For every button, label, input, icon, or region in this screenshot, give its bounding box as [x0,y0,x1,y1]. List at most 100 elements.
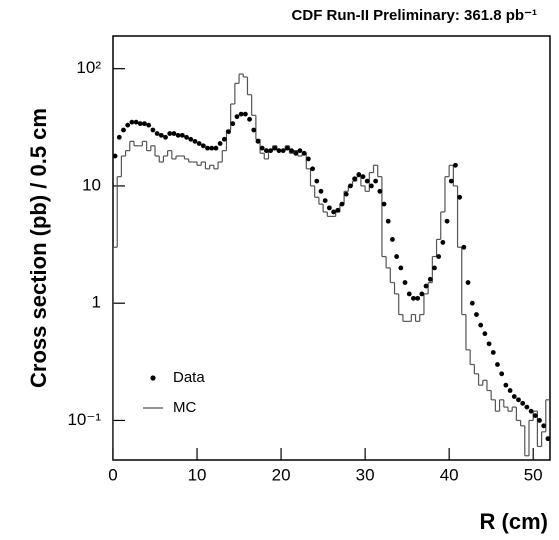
data-point [125,122,131,128]
data-point [113,153,118,159]
data-point [301,150,307,156]
data-point [398,265,404,271]
data-point [541,423,547,429]
data-point [217,141,223,146]
data-point [242,111,248,117]
data-point [221,136,227,142]
y-axis-label: Cross section (pb) / 0.5 cm [26,108,51,388]
x-axis-label: R (cm) [480,509,548,534]
data-point [175,132,181,138]
data-point [402,280,408,285]
data-point [121,127,126,133]
data-point [390,237,395,242]
data-point [200,143,206,149]
data-point [394,254,400,259]
data-point [528,408,534,414]
data-point [486,341,492,347]
data-point [369,183,374,189]
data-point [154,131,160,136]
data-point [133,119,139,125]
data-point [280,148,286,154]
data-point [259,145,265,151]
data-point [230,121,236,127]
x-tick-label: 30 [356,465,375,484]
x-tick-label: 40 [440,465,459,484]
data-point [348,183,353,189]
data-point [537,418,542,423]
data-point [251,127,257,133]
y-tick-label: 10² [76,58,101,77]
data-point [381,201,387,207]
y-tick-label: 10⁻¹ [67,410,101,429]
data-point [415,295,421,301]
data-point [331,209,337,215]
y-tick-label: 10 [82,175,101,194]
data-point [137,121,143,127]
data-point [297,148,303,154]
data-point [209,145,215,151]
data-point [356,172,362,177]
data-point [142,121,147,127]
data-point [196,141,202,146]
data-point [419,291,425,297]
data-point [146,122,152,128]
data-point [461,244,467,250]
legend-marker [150,375,156,381]
data-point [423,283,429,289]
data-point [440,240,446,245]
data-point [310,166,315,172]
data-point [163,134,168,140]
data-point [520,400,526,406]
data-point [511,394,517,399]
data-point [352,176,358,182]
data-point [305,156,311,162]
x-tick-label: 20 [272,465,291,484]
data-point [507,388,513,393]
data-point [448,178,454,184]
x-tick-label: 50 [524,465,543,484]
data-point [465,280,471,285]
data-point [205,145,210,151]
data-point [545,436,550,442]
data-point [432,265,437,271]
data-point [188,136,194,142]
data-point [474,312,479,317]
data-point [322,198,328,203]
data-point [516,397,521,403]
data-point [364,178,370,184]
x-tick-label: 0 [108,465,117,484]
chart-title: CDF Run-II Preliminary: 361.8 pb⁻¹ [292,7,537,24]
data-point [339,201,345,207]
data-point [314,178,320,184]
data-point [158,132,164,138]
data-point [116,134,122,140]
data-point [411,295,416,301]
legend-label: Data [173,369,205,386]
data-point [179,132,185,138]
data-point [427,276,433,282]
data-point [263,148,269,154]
data-point [247,116,252,122]
data-point [335,207,341,213]
y-tick-label: 1 [92,293,101,312]
data-point [184,134,189,140]
data-point [457,194,463,200]
data-point [284,145,290,151]
data-point [453,162,458,168]
plot-frame [112,35,551,461]
legend-label: MC [173,399,196,416]
data-point [167,131,173,136]
data-point [255,138,261,144]
data-point [213,145,219,151]
data-point [289,148,294,154]
data-point [268,148,273,154]
data-point [171,131,177,136]
data-point [226,129,231,135]
data-point [238,111,244,117]
data-point [524,404,530,410]
data-point [385,218,391,224]
data-point [482,331,488,337]
data-point [478,322,484,328]
data-point [373,178,379,184]
